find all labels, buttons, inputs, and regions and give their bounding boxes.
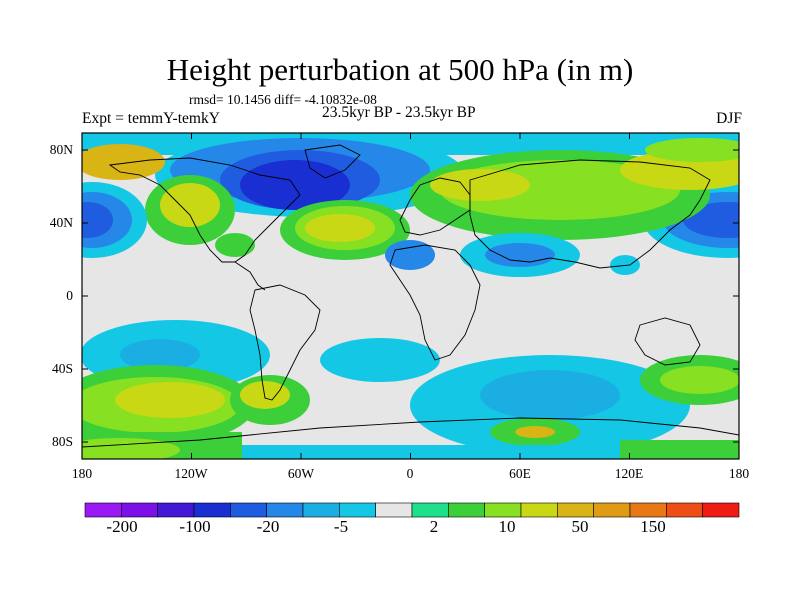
lat-label-40n: 40N [49, 215, 73, 230]
australia-coast [634, 317, 701, 366]
lat-label-80s: 80S [51, 434, 73, 449]
colorbar-label-2: 2 [429, 517, 439, 536]
north-america-coast [108, 157, 301, 263]
colorbar-swatch [520, 502, 558, 518]
lon-label-60e: 60E [509, 466, 531, 481]
south-indian-low-core [480, 370, 620, 420]
colorbar-swatch [375, 502, 413, 518]
colorbar-swatch [484, 502, 522, 518]
colorbar-label-50: 50 [571, 517, 589, 536]
contour-field [82, 133, 739, 459]
mid-pacific-green [215, 233, 255, 257]
colorbar-swatch [84, 502, 122, 518]
antarctic-band-center [242, 445, 620, 459]
central-america-coast [234, 261, 266, 291]
mid-pacific-cyan [610, 255, 640, 275]
patagonia-high-core [240, 381, 290, 409]
antarctic-band-west-core [82, 438, 180, 459]
lon-label-180-east: 180 [728, 466, 750, 481]
colorbar-swatch [557, 502, 594, 518]
arctic-east [645, 138, 739, 162]
colorbar-swatch [629, 502, 667, 518]
antarctic-band-east [620, 440, 739, 459]
south-pacific-low-core [120, 339, 200, 371]
asia-coast [469, 159, 711, 269]
south-pacific-high-core [115, 382, 225, 418]
atlantic-low-deep [240, 160, 350, 210]
colorbar-label-minus-200: -200 [106, 517, 138, 536]
north-atlantic-high-core [305, 214, 375, 242]
lon-label-0: 0 [406, 466, 414, 481]
africa-coast [389, 244, 481, 361]
experiment-label: Expt = temmY-temkY [82, 110, 220, 127]
west-low-core [82, 202, 113, 238]
colorbar-label-10: 10 [498, 517, 516, 536]
colorbar-swatch [448, 502, 485, 518]
asia-low-core [485, 243, 555, 267]
colorbar-label-minus-5: -5 [333, 517, 349, 536]
pacific-high-west-core [160, 183, 220, 227]
period-label: 23.5kyr BP - 23.5kyr BP [322, 104, 476, 121]
south-america-coast [249, 284, 321, 401]
lon-label-120e: 120E [614, 466, 644, 481]
lat-label-80n: 80N [49, 142, 73, 157]
antarctica-coast [82, 417, 739, 448]
antarctic-high-core [515, 426, 555, 438]
colorbar-swatch [411, 502, 449, 518]
colorbar-swatch [702, 502, 740, 518]
south-atlantic-low [320, 338, 440, 382]
eurasia-yellow [430, 169, 530, 201]
colorbar [84, 502, 740, 518]
colorbar-swatch [339, 502, 376, 518]
colorbar-swatch [266, 502, 304, 518]
lat-label-0: 0 [66, 288, 73, 303]
greenland-coast [304, 144, 361, 179]
lon-label-180-west: 180 [71, 466, 93, 481]
colorbar-swatch [593, 502, 631, 518]
lat-label-40s: 40S [51, 361, 73, 376]
stats-line: rmsd= 10.1456 diff= -4.10832e-08 [189, 92, 377, 107]
lon-label-60w: 60W [287, 466, 315, 481]
season-label: DJF [716, 110, 742, 127]
colorbar-swatch [121, 502, 158, 518]
colorbar-swatch [302, 502, 340, 518]
colorbar-swatch [666, 502, 703, 518]
mediterranean-low [385, 240, 435, 270]
colorbar-swatch [230, 502, 267, 518]
colorbar-swatch [193, 502, 231, 518]
axis-ticks [81, 133, 740, 459]
coastlines [82, 144, 739, 448]
colorbar-label-150: 150 [640, 517, 666, 536]
colorbar-label-minus-100: -100 [179, 517, 211, 536]
arctic-west [82, 144, 165, 180]
colorbar-label-minus-20: -20 [256, 517, 280, 536]
southeast-high-core [660, 366, 739, 394]
colorbar-swatch [157, 502, 195, 518]
lon-label-120w: 120W [174, 466, 208, 481]
chart-title: Height perturbation at 500 hPa (in m) [166, 52, 634, 87]
